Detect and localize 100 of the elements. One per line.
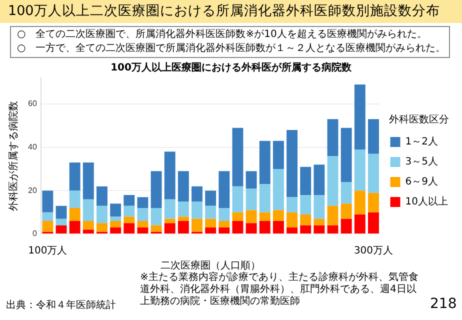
bar [272, 169, 284, 210]
y-tick-label: 20 [28, 186, 38, 195]
bar [192, 186, 202, 202]
bar [368, 154, 379, 193]
bar [69, 208, 80, 221]
bar [259, 184, 270, 212]
bar [178, 221, 189, 234]
bar [327, 119, 338, 156]
bar [232, 212, 244, 221]
bar [286, 130, 298, 198]
bar [218, 228, 230, 234]
bar [69, 190, 80, 208]
bar [110, 204, 122, 217]
bar [164, 152, 176, 200]
bar [327, 206, 338, 226]
bar [205, 190, 216, 206]
bar [150, 225, 162, 232]
bar [218, 208, 230, 221]
bar [354, 84, 366, 150]
bar [354, 214, 366, 234]
bar [96, 223, 108, 232]
bar [314, 164, 325, 195]
bar [178, 216, 189, 221]
bar [205, 206, 216, 219]
y-tick-label: 60 [28, 99, 38, 108]
bar [124, 216, 135, 224]
bar [286, 212, 298, 228]
bar [218, 221, 230, 228]
bar [340, 218, 352, 234]
bar [178, 171, 189, 202]
legend-title: 外科医数区分 [389, 114, 450, 126]
bar [96, 186, 108, 206]
y-tick-label: 40 [28, 142, 38, 152]
bar [314, 225, 325, 234]
bar [192, 202, 202, 219]
bar [124, 223, 135, 234]
y-tick-label: 0 [32, 229, 38, 238]
bar [286, 228, 298, 234]
bar [259, 221, 270, 234]
bar [246, 188, 257, 210]
bar [368, 212, 379, 234]
bar [354, 150, 366, 191]
bar [300, 214, 312, 226]
bar [42, 221, 54, 232]
bar [110, 221, 122, 228]
bar [340, 128, 352, 182]
text: ○ 一方で、全ての二次医療圏で所属消化器外科医師数が１～２人となる医療機関がみられた。 [17, 42, 446, 56]
bar [327, 225, 338, 234]
bar [232, 221, 244, 234]
bar [205, 228, 216, 234]
bar [340, 182, 352, 204]
bar [42, 190, 54, 212]
bar [82, 162, 94, 200]
bar [205, 218, 216, 228]
bar [56, 206, 67, 219]
bar [300, 225, 312, 234]
bar [164, 218, 176, 224]
bar [232, 186, 244, 212]
x-tick-label: 100万人 [28, 246, 68, 257]
bar [137, 208, 148, 221]
x-axis-title: 二次医療圏（人口順） [160, 260, 261, 272]
legend-label: 1～2人 [405, 136, 438, 148]
bar [137, 228, 148, 234]
bar [69, 162, 80, 191]
legend-label: 10人以上 [405, 196, 448, 208]
bar [314, 218, 325, 226]
bar [272, 221, 284, 234]
source-note: 出典：令和４年医師統計 [6, 298, 116, 312]
x-tick-label: 300万人 [354, 246, 394, 257]
bar [124, 206, 135, 217]
bar [272, 210, 284, 221]
bar [218, 171, 230, 208]
bar [42, 212, 54, 221]
bar [259, 140, 270, 184]
bar [300, 195, 312, 214]
bar [192, 218, 202, 232]
bar [314, 195, 325, 219]
bar [368, 119, 379, 154]
bar [82, 199, 94, 221]
bar [96, 206, 108, 224]
bar [368, 192, 379, 212]
legend-label: 6～9人 [405, 176, 438, 188]
bar [354, 190, 366, 214]
bar [300, 166, 312, 195]
bar [82, 221, 94, 230]
bar [150, 208, 162, 226]
bar [150, 171, 162, 208]
chart-title: 100万人以上二次医療圏における所属消化器外科医師数別施設数分布 [0, 0, 462, 23]
bar [124, 195, 135, 206]
bar [164, 199, 176, 219]
bar [164, 223, 176, 234]
bar [259, 212, 270, 221]
bar [82, 230, 94, 234]
bar [110, 216, 122, 221]
text: 218 [430, 296, 457, 312]
text: ○ 全ての二次医療圏で、所属消化器外科医医師数※が10人を超える医療機関がみられた。 [17, 28, 428, 42]
bar [340, 204, 352, 219]
bar [69, 221, 80, 234]
bar [110, 228, 122, 234]
bar [272, 140, 284, 169]
